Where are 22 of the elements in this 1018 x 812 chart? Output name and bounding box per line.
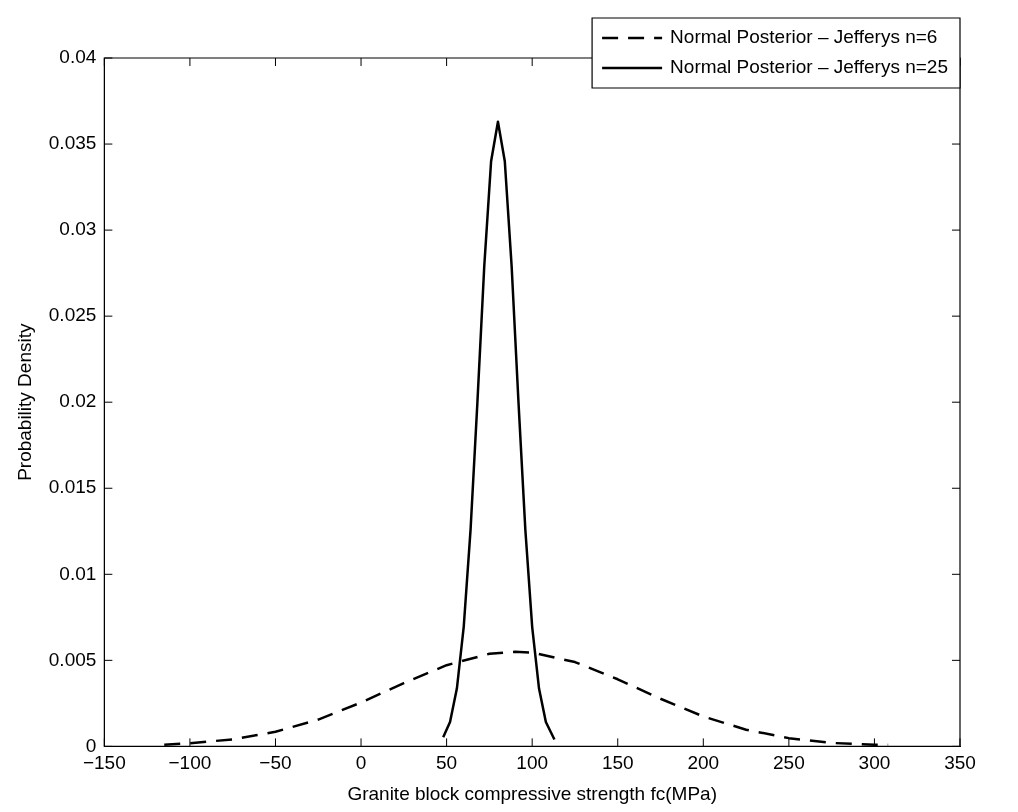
y-tick-label: 0.035 bbox=[48, 132, 97, 154]
y-tick-label: 0.015 bbox=[48, 476, 97, 498]
x-tick-label: 250 bbox=[773, 752, 805, 774]
x-tick-label: 350 bbox=[944, 752, 976, 774]
x-tick-label: 300 bbox=[858, 752, 891, 774]
x-tick-label: 100 bbox=[516, 752, 549, 774]
x-tick-label: −100 bbox=[168, 752, 212, 774]
x-axis-title: Granite block compressive strength fc(MPa) bbox=[347, 782, 717, 804]
y-tick-label: 0.04 bbox=[59, 46, 97, 68]
legend-label: Normal Posterior – Jefferys n=25 bbox=[670, 56, 949, 78]
x-tick-label: 200 bbox=[687, 752, 720, 774]
x-tick-label: 150 bbox=[601, 752, 634, 774]
x-tick-label: 50 bbox=[436, 752, 458, 774]
y-tick-label: 0.02 bbox=[59, 390, 97, 412]
legend-label: Normal Posterior – Jefferys n=6 bbox=[670, 26, 938, 48]
x-tick-label: −50 bbox=[259, 752, 292, 774]
y-tick-label: 0.01 bbox=[59, 562, 97, 584]
y-tick-label: 0.005 bbox=[48, 648, 97, 670]
y-axis-title: Probability Density bbox=[13, 323, 35, 481]
x-tick-label: 0 bbox=[355, 752, 367, 774]
y-tick-label: 0.03 bbox=[59, 218, 97, 240]
y-tick-label: 0.025 bbox=[48, 304, 97, 326]
